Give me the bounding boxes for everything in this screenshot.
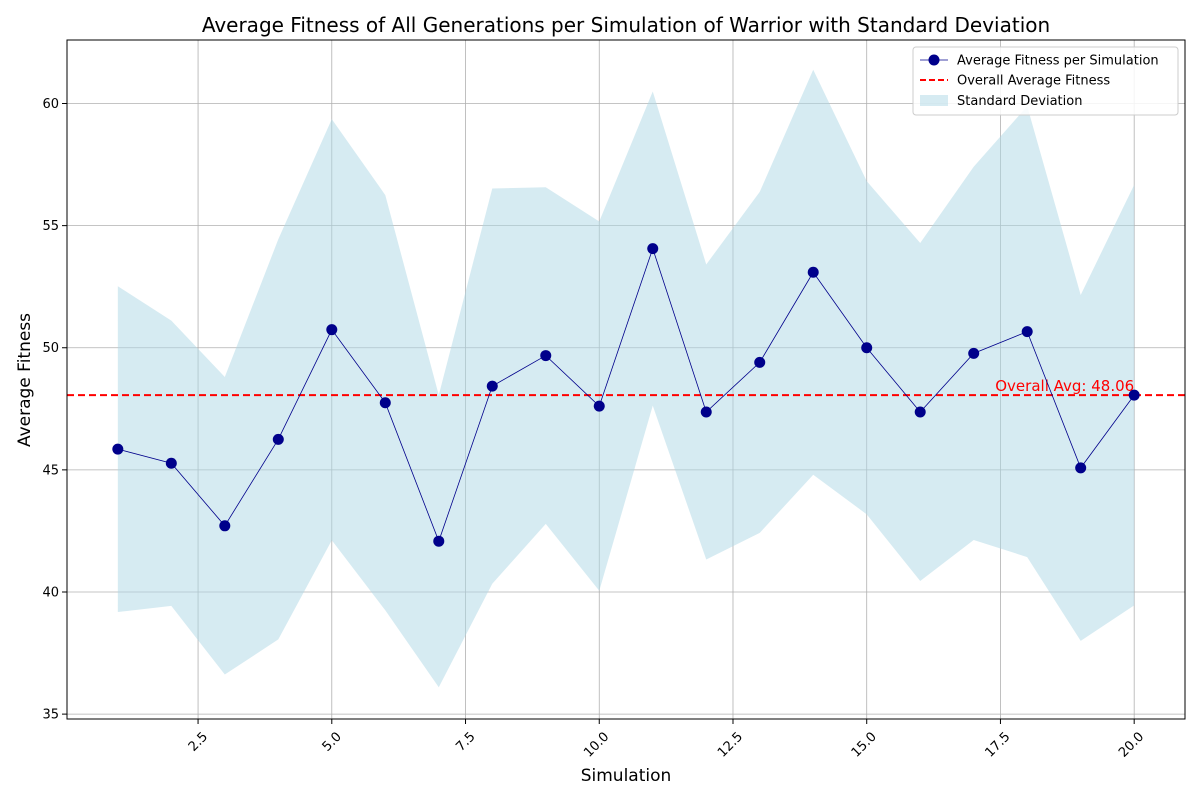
data-point [1021, 326, 1033, 338]
data-point [861, 342, 873, 354]
y-tick-label: 50 [42, 341, 59, 356]
data-point [700, 406, 712, 418]
x-tick-label: 15.0 [849, 729, 880, 760]
data-point [593, 400, 605, 412]
x-tick-label: 17.5 [982, 729, 1013, 760]
legend-std-label: Standard Deviation [957, 94, 1082, 109]
data-point [219, 520, 231, 532]
data-point [1128, 389, 1140, 401]
x-axis-label: Simulation [581, 766, 672, 786]
overall-average-annotation: Overall Avg: 48.06 [995, 377, 1134, 395]
x-tick-label: 7.5 [453, 729, 478, 754]
data-point [165, 457, 177, 469]
data-point [379, 397, 391, 409]
legend-std-swatch [920, 95, 948, 106]
data-point [326, 324, 338, 336]
data-point [1075, 462, 1087, 474]
y-axis-ticks: 35 40 45 50 55 60 [42, 97, 67, 723]
data-point [486, 380, 498, 392]
legend-series-label: Average Fitness per Simulation [957, 54, 1159, 69]
x-tick-label: 5.0 [320, 729, 345, 754]
std-deviation-band [117, 69, 1135, 688]
data-point [433, 535, 445, 547]
series-layer [112, 243, 1140, 547]
legend-series-marker [928, 54, 940, 66]
chart-title: Average Fitness of All Generations per S… [202, 13, 1050, 37]
legend: Average Fitness per Simulation Overall A… [912, 46, 1179, 116]
x-tick-label: 12.5 [715, 729, 746, 760]
x-tick-label: 20.0 [1116, 729, 1147, 760]
y-tick-label: 45 [42, 463, 59, 478]
legend-box [912, 46, 1179, 116]
y-tick-label: 60 [42, 97, 59, 112]
data-point [272, 433, 284, 445]
data-point [807, 266, 819, 278]
data-point [754, 356, 766, 368]
data-point [540, 350, 552, 362]
series-line [117, 247, 1135, 543]
data-point [647, 243, 659, 255]
y-tick-label: 55 [42, 219, 59, 234]
overall-average-layer: Overall Avg: 48.06 [67, 377, 1185, 397]
plot-frame [66, 39, 1186, 720]
data-point [914, 406, 926, 418]
legend-average-label: Overall Average Fitness [957, 74, 1110, 89]
x-tick-label: 2.5 [186, 729, 211, 754]
std-band-layer [117, 69, 1135, 688]
data-point [112, 443, 124, 455]
x-axis-ticks: 2.5 5.0 7.5 10.0 12.5 15.0 17.5 20.0 [186, 719, 1147, 761]
y-axis-label: Average Fitness [15, 313, 35, 447]
y-tick-label: 40 [42, 585, 59, 600]
x-tick-label: 10.0 [581, 729, 612, 760]
y-tick-label: 35 [42, 708, 59, 723]
data-point [968, 347, 980, 359]
